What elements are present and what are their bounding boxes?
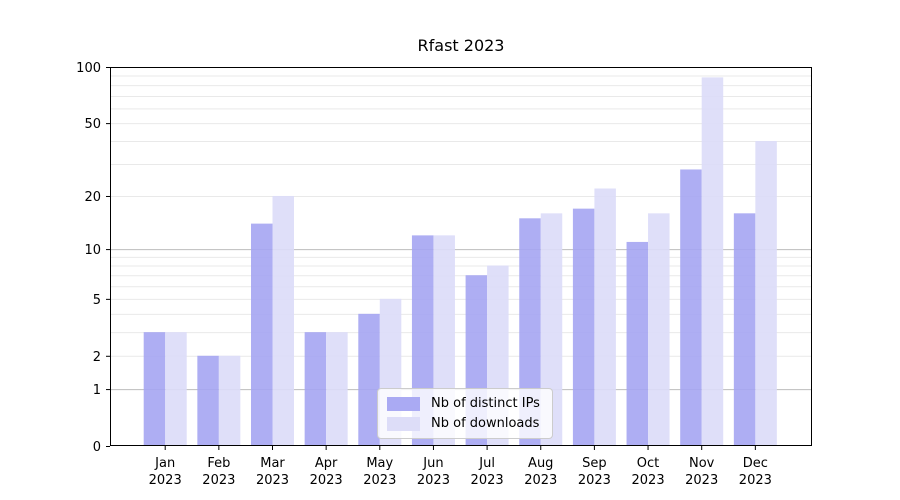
legend-item-downloads: Nb of downloads: [387, 416, 540, 431]
bar-downloads-dec: [755, 141, 777, 447]
legend-label-distinct-ips: Nb of distinct IPs: [431, 396, 540, 411]
x-tick-label-month: Sep: [582, 456, 607, 471]
x-tick-label-year: 2023: [739, 473, 772, 488]
legend-label-downloads: Nb of downloads: [431, 416, 540, 431]
x-tick-label-year: 2023: [685, 473, 718, 488]
y-tick-label: 10: [84, 243, 101, 258]
bar-distinct-ips-jan: [143, 332, 166, 446]
bar-distinct-ips-oct: [626, 241, 649, 446]
legend-swatch-downloads: [387, 416, 420, 431]
bar-distinct-ips-sep: [572, 208, 595, 446]
bar-downloads-feb: [218, 355, 241, 446]
bar-downloads-aug: [540, 213, 563, 446]
y-tick-label: 1: [93, 383, 101, 398]
bar-downloads-jan: [165, 332, 187, 446]
x-tick-label-month: Jun: [422, 456, 443, 471]
chart-title: Rfast 2023: [417, 36, 505, 55]
x-tick-label-year: 2023: [256, 473, 289, 488]
bar-downloads-apr: [326, 332, 348, 446]
x-tick-label-year: 2023: [149, 473, 182, 488]
x-tick-label-month: Jan: [154, 456, 175, 471]
x-tick-label-month: Jul: [478, 456, 495, 471]
plot-border: [110, 67, 812, 446]
bar-downloads-oct: [648, 213, 670, 446]
y-tick-label: 100: [76, 61, 101, 76]
y-tick-label: 50: [84, 117, 101, 132]
x-tick-label-year: 2023: [632, 473, 665, 488]
bar-distinct-ips-nov: [680, 169, 702, 446]
bar-downloads-mar: [272, 195, 294, 446]
bar-downloads-sep: [594, 188, 616, 447]
x-tick-label-year: 2023: [578, 473, 611, 488]
x-tick-label-year: 2023: [202, 473, 235, 488]
x-tick-label-year: 2023: [471, 473, 504, 488]
y-tick-label: 5: [93, 293, 101, 308]
x-tick-label-year: 2023: [363, 473, 396, 488]
x-tick-label-month: Nov: [689, 456, 715, 471]
x-tick-label-year: 2023: [417, 473, 450, 488]
x-tick-label-year: 2023: [524, 473, 557, 488]
x-tick-label-month: Feb: [207, 456, 230, 471]
y-tick-label: 20: [84, 190, 101, 205]
bar-distinct-ips-feb: [197, 355, 219, 446]
x-tick-label-year: 2023: [310, 473, 343, 488]
bar-distinct-ips-mar: [251, 223, 273, 446]
legend-swatch-distinct-ips: [387, 396, 420, 411]
bar-distinct-ips-apr: [304, 332, 327, 446]
bar-distinct-ips-dec: [733, 213, 756, 446]
legend-item-distinct-ips: Nb of distinct IPs: [387, 396, 540, 411]
x-tick-label-month: Mar: [260, 456, 285, 471]
x-tick-label-month: Apr: [315, 456, 338, 471]
x-tick-label-month: May: [366, 456, 393, 471]
bar-distinct-ips-may: [358, 313, 380, 446]
legend: Nb of distinct IPs Nb of downloads: [377, 388, 553, 439]
bar-downloads-nov: [701, 77, 724, 446]
x-tick-label-month: Dec: [743, 456, 768, 471]
x-tick-label-month: Oct: [637, 456, 659, 471]
y-tick-label: 0: [93, 440, 101, 455]
y-tick-label: 2: [93, 350, 101, 365]
x-tick-label-month: Aug: [528, 456, 553, 471]
